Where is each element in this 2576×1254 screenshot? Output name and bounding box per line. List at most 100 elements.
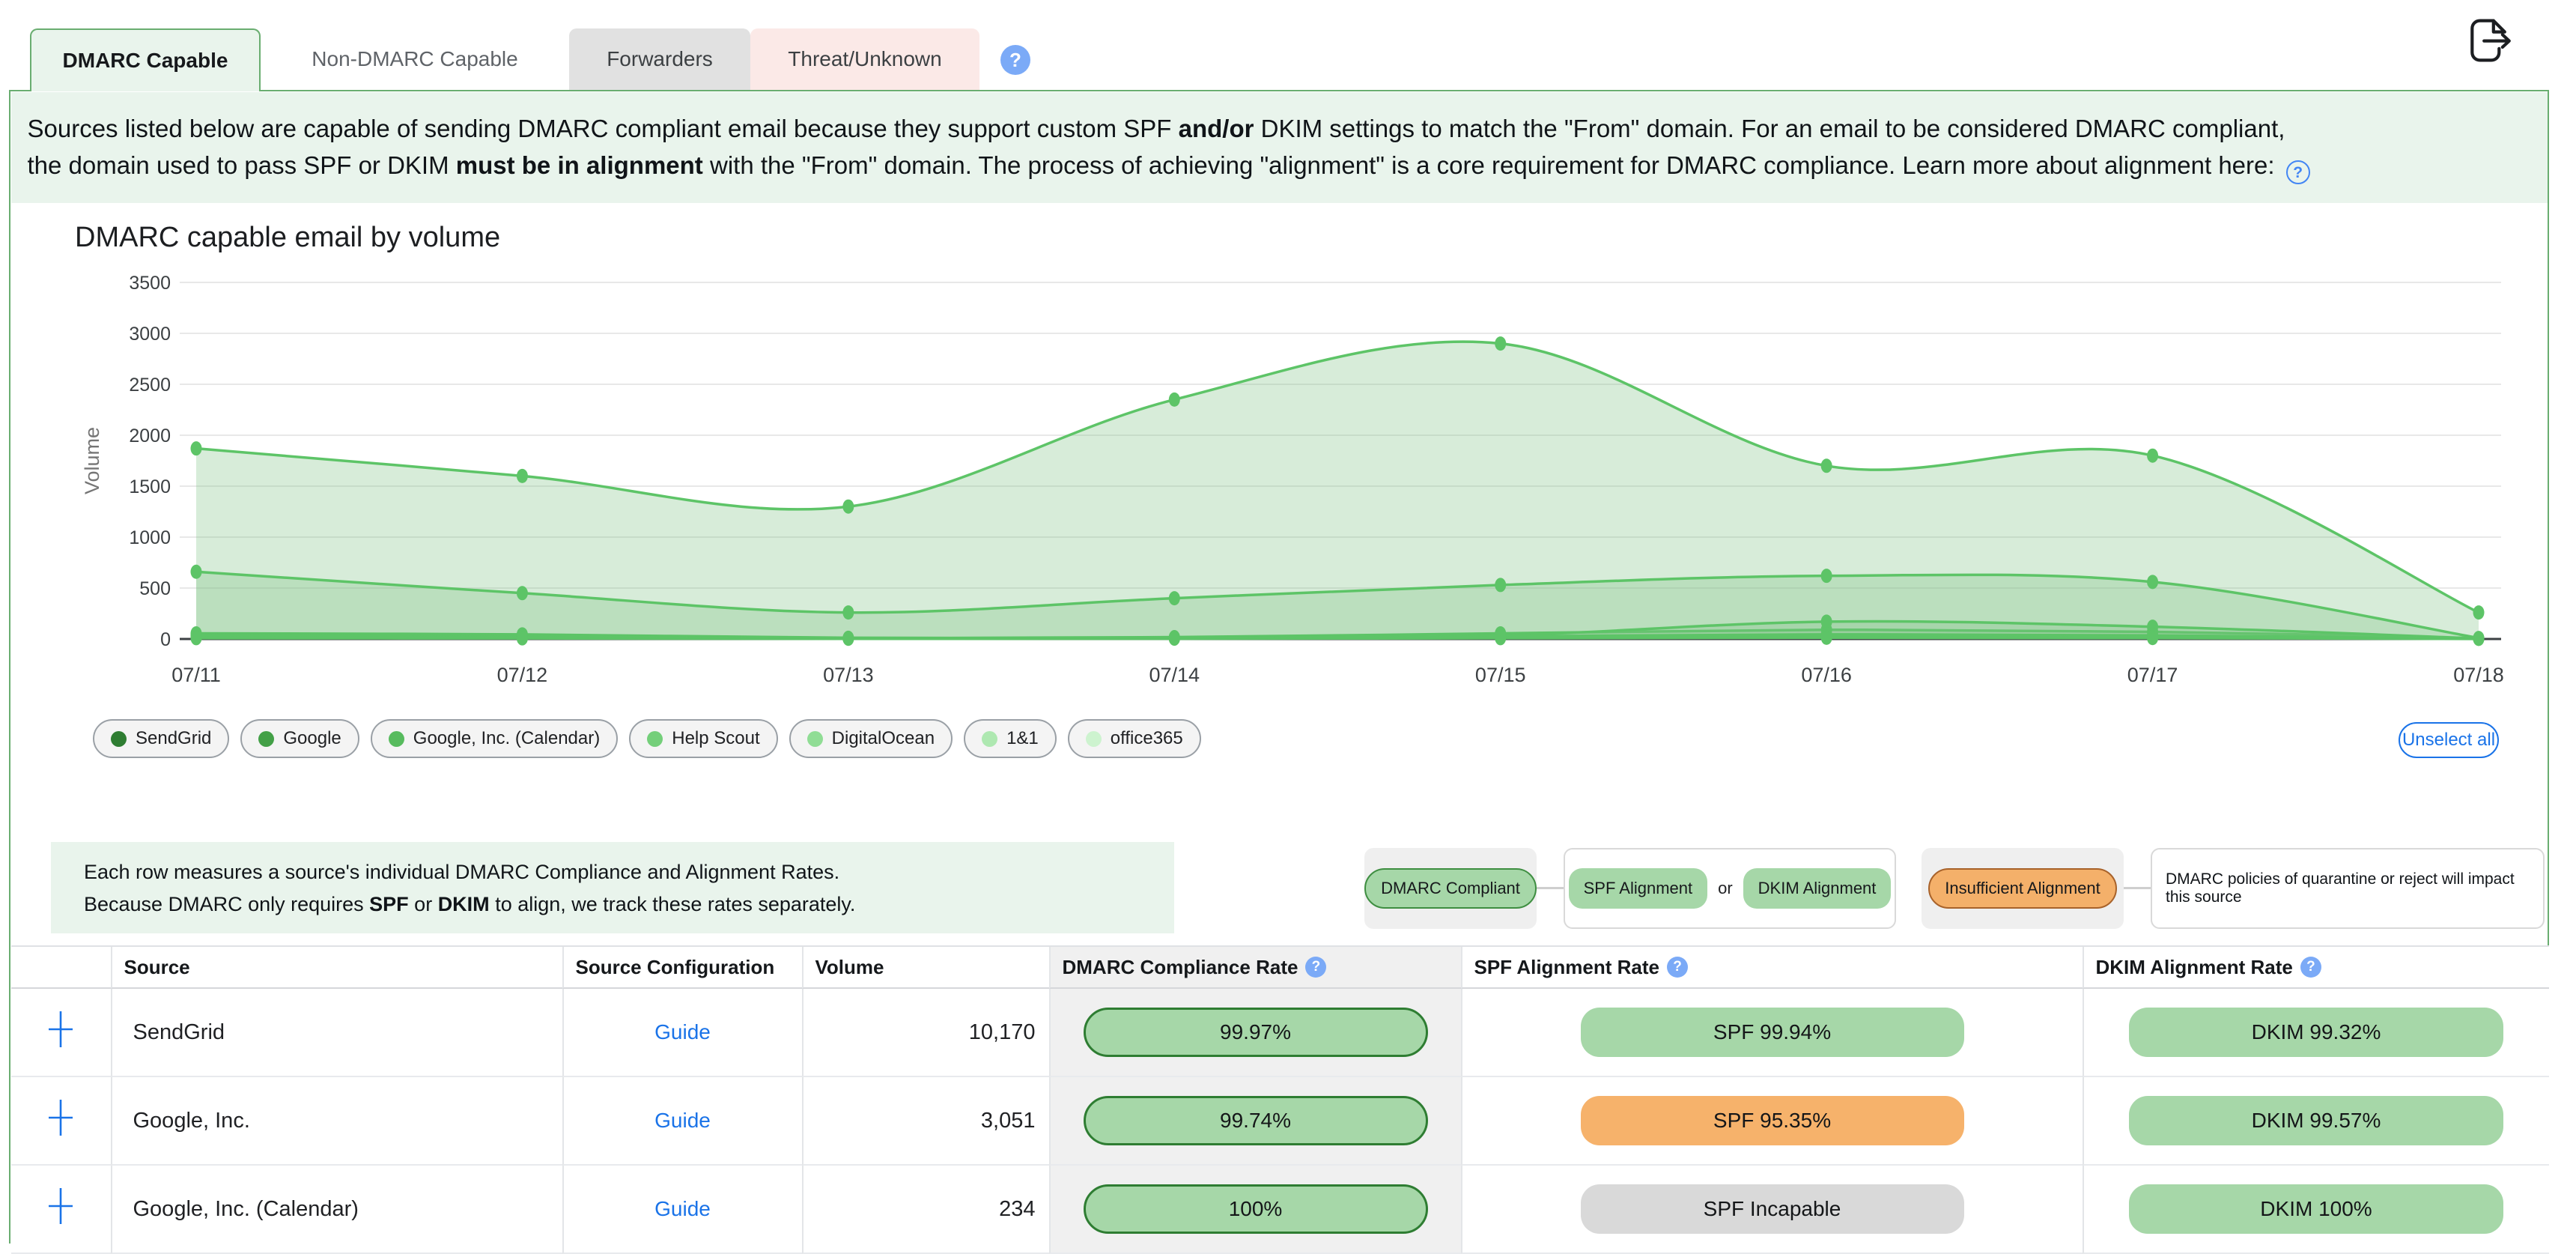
row-expander-cell <box>10 989 111 1077</box>
dkim-help-icon[interactable]: ? <box>2300 957 2321 978</box>
spf-cell: SPF 99.94% <box>1460 989 2083 1077</box>
dkim-rate-pill: DKIM 99.32% <box>2129 1008 2503 1057</box>
compliance-rate-pill: 99.74% <box>1083 1096 1428 1145</box>
badge-or-text: or <box>1718 879 1733 897</box>
svg-text:Volume: Volume <box>81 427 103 494</box>
spf-rate-pill: SPF 99.94% <box>1580 1008 1964 1057</box>
series-color-dot <box>388 730 404 747</box>
series-chip-label: office365 <box>1110 728 1183 748</box>
header-volume: Volume <box>801 947 1049 989</box>
expand-row-icon[interactable] <box>43 1185 79 1233</box>
alignment-help-link-icon[interactable]: ? <box>2285 160 2310 185</box>
guide-link[interactable]: Guide <box>654 1020 711 1044</box>
spf-help-icon[interactable]: ? <box>1667 957 1689 978</box>
badge-policy-note: DMARC policies of quarantine or reject w… <box>2151 848 2545 929</box>
header-spf-alignment-rate: SPF Alignment Rate ? <box>1460 947 2083 989</box>
tab-non-dmarc-capable[interactable]: Non-DMARC Capable <box>261 28 569 90</box>
dkim-rate-pill: DKIM 100% <box>2129 1184 2503 1234</box>
dkim-cell: DKIM 99.32% <box>2082 989 2549 1077</box>
source-configuration-cell: Guide <box>562 1077 802 1166</box>
badge-dmarc-compliant: DMARC Compliant <box>1364 868 1537 909</box>
tab-label: Threat/Unknown <box>788 47 942 70</box>
header-source-configuration: Source Configuration <box>562 947 802 989</box>
source-configuration-cell: Guide <box>562 1166 802 1254</box>
badge-connector <box>1537 887 1564 889</box>
series-color-dot <box>111 730 127 747</box>
dkim-rate-pill: DKIM 99.57% <box>2129 1096 2503 1145</box>
table-note-line1: Each row measures a source's individual … <box>84 861 840 883</box>
series-chip-label: DigitalOcean <box>831 728 935 748</box>
header-dkim-alignment-rate: DKIM Alignment Rate ? <box>2082 947 2549 989</box>
series-chip-label: Google, Inc. (Calendar) <box>413 728 601 748</box>
series-chip[interactable]: Help Scout <box>629 719 778 758</box>
series-chip[interactable]: SendGrid <box>93 719 230 758</box>
volume-area-chart: 0 500 1000 1500 2000 2500 3000 3500 Volume 07/11 0… <box>81 273 2504 686</box>
tab-dmarc-capable[interactable]: DMARC Capable <box>30 28 261 91</box>
compliance-help-icon[interactable]: ? <box>1305 957 1327 978</box>
series-legend: SendGrid Google Google, Inc. (Calendar) Hel… <box>93 719 1201 758</box>
volume-cell: 3,051 <box>801 1077 1049 1166</box>
guide-link[interactable]: Guide <box>654 1197 711 1220</box>
series-chip[interactable]: 1&1 <box>964 719 1057 758</box>
series-chip[interactable]: office365 <box>1067 719 1201 758</box>
unselect-all-button[interactable]: Unselect all <box>2399 722 2499 758</box>
svg-text:07/16: 07/16 <box>1801 664 1852 686</box>
series-chip-label: SendGrid <box>136 728 212 748</box>
dkim-cell: DKIM 99.57% <box>2082 1077 2549 1166</box>
svg-text:07/17: 07/17 <box>2127 664 2178 686</box>
svg-text:2000: 2000 <box>129 425 171 446</box>
header-dmarc-compliance-rate: DMARC Compliance Rate ? <box>1048 947 1461 989</box>
badge-insufficient-alignment: Insufficient Alignment <box>1928 868 2117 909</box>
compliance-cell: 99.97% <box>1048 989 1461 1077</box>
table-row: Google, Inc. (Calendar) Guide 234 100% S… <box>10 1166 2549 1254</box>
series-color-dot <box>982 730 998 747</box>
tab-forwarders[interactable]: Forwarders <box>569 28 750 90</box>
source-cell: Google, Inc. (Calendar) <box>110 1166 562 1254</box>
tab-threat-unknown[interactable]: Threat/Unknown <box>750 28 979 90</box>
intro-banner-line2: the domain used to pass SPF or DKIM must… <box>28 147 2548 185</box>
spf-cell: SPF 95.35% <box>1460 1077 2083 1166</box>
series-color-dot <box>647 730 663 747</box>
svg-text:1500: 1500 <box>129 476 171 497</box>
source-cell: Google, Inc. <box>110 1077 562 1166</box>
intro-banner: Sources listed below are capable of send… <box>10 91 2548 203</box>
badge-alignment-box: SPF Alignment or DKIM Alignment <box>1564 848 1896 929</box>
svg-text:500: 500 <box>139 578 171 599</box>
svg-text:07/18: 07/18 <box>2453 664 2504 686</box>
table-note: Each row measures a source's individual … <box>51 842 1174 933</box>
table-note-line2: Because DMARC only requires SPF or DKIM … <box>84 893 856 915</box>
compliance-rate-pill: 100% <box>1083 1184 1428 1234</box>
volume-cell: 10,170 <box>801 989 1049 1077</box>
chart-title: DMARC capable email by volume <box>75 222 501 253</box>
compliance-rate-pill: 99.97% <box>1083 1008 1428 1057</box>
tab-label: Forwarders <box>607 47 713 70</box>
source-configuration-cell: Guide <box>562 989 802 1077</box>
series-chip[interactable]: DigitalOcean <box>789 719 953 758</box>
export-icon[interactable] <box>2461 13 2515 67</box>
guide-link[interactable]: Guide <box>654 1109 711 1132</box>
svg-text:3000: 3000 <box>129 324 171 345</box>
series-chip-label: Help Scout <box>672 728 760 748</box>
sources-table: Source Source Configuration Volume DMARC… <box>10 945 2549 1254</box>
row-expander-cell <box>10 1077 111 1166</box>
intro-banner-line1: Sources listed below are capable of send… <box>27 114 2285 142</box>
expand-row-icon[interactable] <box>43 1008 79 1056</box>
series-chip[interactable]: Google <box>240 719 359 758</box>
svg-text:07/14: 07/14 <box>1149 664 1200 686</box>
series-color-dot <box>258 730 275 747</box>
expand-row-icon[interactable] <box>43 1097 79 1145</box>
series-chip[interactable]: Google, Inc. (Calendar) <box>370 719 619 758</box>
svg-text:07/15: 07/15 <box>1475 664 1526 686</box>
dkim-cell: DKIM 100% <box>2082 1166 2549 1254</box>
table-row: SendGrid Guide 10,170 99.97% SPF 99.94% … <box>10 989 2549 1077</box>
tabs-help-icon[interactable]: ? <box>1000 45 1030 75</box>
svg-text:2500: 2500 <box>129 375 171 396</box>
badge-dkim-alignment: DKIM Alignment <box>1743 868 1892 909</box>
volume-cell: 234 <box>801 1166 1049 1254</box>
tab-label: Non-DMARC Capable <box>312 47 518 70</box>
compliance-cell: 99.74% <box>1048 1077 1461 1166</box>
compliance-cell: 100% <box>1048 1166 1461 1254</box>
header-expander <box>10 947 111 989</box>
series-color-dot <box>806 730 823 747</box>
row-expander-cell <box>10 1166 111 1254</box>
